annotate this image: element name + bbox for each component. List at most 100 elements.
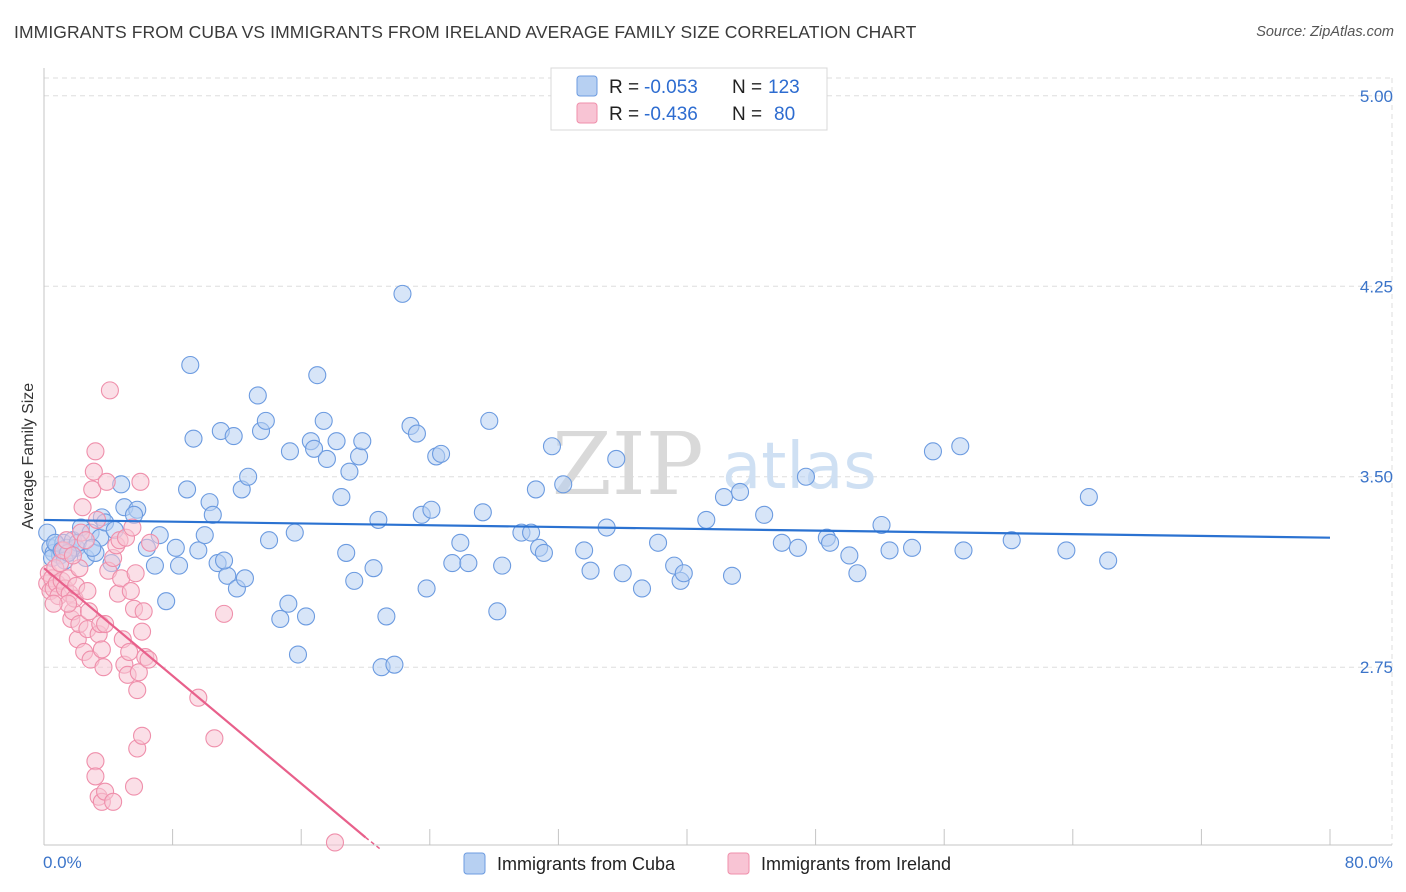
ireland-point (73, 498, 92, 517)
cuba-point (632, 579, 652, 598)
cuba-point (259, 531, 279, 550)
cuba-point (788, 538, 807, 557)
y-tick-label: 2.75 (1360, 658, 1393, 677)
cuba-point (488, 602, 507, 621)
ireland-point (86, 752, 105, 771)
chart-source: Source: ZipAtlas.com (1256, 24, 1394, 40)
cuba-point (308, 366, 327, 385)
cuba-point (534, 543, 553, 562)
ireland-point (78, 581, 97, 601)
cuba-point (305, 439, 324, 458)
ireland-point (123, 518, 142, 537)
ireland-point (97, 472, 116, 491)
ireland-trend-extension (365, 836, 383, 851)
ireland-point (129, 663, 148, 682)
watermark: ZIP atlas (552, 415, 877, 515)
cuba-point (145, 556, 164, 575)
ireland-trend-line (43, 567, 367, 839)
cuba-point (327, 432, 346, 451)
cuba-point (755, 505, 774, 524)
y-axis-label: Average Family Size (20, 383, 37, 530)
cuba-point (902, 538, 922, 557)
cuba-point (840, 546, 859, 565)
cuba-point (296, 607, 316, 626)
cuba-point (923, 442, 942, 461)
cuba-point (288, 645, 308, 664)
cuba-point (1079, 488, 1098, 507)
cuba-point (821, 533, 840, 552)
cuba-point (279, 594, 298, 613)
ireland-point (104, 792, 123, 811)
bottom-legend: Immigrants from Cuba Immigrants from Ire… (463, 852, 951, 875)
cuba-point (575, 541, 594, 560)
ireland-point (128, 681, 147, 700)
cuba-point (377, 607, 396, 626)
cuba-point (256, 411, 275, 430)
y-tick-label: 5.00 (1360, 87, 1393, 106)
ireland-point (100, 381, 119, 400)
cuba-point (796, 467, 816, 486)
ireland-point (133, 726, 152, 745)
ireland-point (94, 658, 113, 677)
cuba-point (1057, 541, 1076, 560)
cuba-point (203, 505, 222, 524)
cuba-point (369, 510, 388, 529)
cuba-point (285, 523, 304, 542)
ireland-point (214, 604, 234, 623)
cuba-point (350, 447, 369, 466)
ireland-point (205, 729, 224, 748)
cuba-point (526, 480, 545, 499)
cuba-trend-line (43, 518, 1331, 539)
ireland-point (325, 833, 345, 852)
cuba-point (443, 554, 462, 573)
ireland-point (133, 622, 152, 641)
cuba-point (880, 541, 899, 560)
ireland-point (79, 602, 99, 621)
cuba-point (178, 480, 197, 499)
cuba-point (332, 488, 351, 507)
y-tick-label: 4.25 (1360, 277, 1393, 296)
legend-n-label-cuba: N = (732, 77, 762, 98)
cuba-point (181, 355, 200, 375)
cuba-point (872, 515, 891, 535)
cuba-point (432, 444, 451, 463)
cuba-point (1002, 531, 1021, 550)
cuba-point (451, 533, 470, 552)
legend-swatch-cuba (576, 75, 598, 97)
trend-layer (43, 518, 1331, 851)
grid-layer (44, 77, 1393, 845)
cuba-point (697, 510, 716, 529)
ireland-point (86, 767, 105, 786)
y-tick-labels: 2.75 3.50 4.25 5.00 (1360, 87, 1393, 677)
cuba-point (848, 564, 867, 583)
cuba-point (337, 543, 356, 562)
legend-swatch-ireland (576, 102, 598, 124)
ireland-point (83, 480, 102, 499)
cuba-point (189, 541, 208, 560)
ireland-point (76, 531, 95, 550)
legend-n-label-ireland: N = (732, 104, 762, 125)
ireland-point (96, 614, 115, 634)
ireland-point (126, 564, 145, 583)
legend-r-label-ireland: R = (609, 104, 639, 125)
bottom-legend-label-cuba: Immigrants from Cuba (497, 854, 676, 874)
legend-r-label-cuba: R = (609, 77, 639, 98)
legend-n-value-cuba: 123 (768, 77, 800, 98)
cuba-point (271, 609, 290, 629)
cuba-point (581, 561, 600, 580)
legend-r-value-cuba: -0.053 (644, 77, 698, 98)
bottom-legend-swatch-cuba (463, 852, 486, 875)
cuba-point (184, 429, 203, 448)
cuba-point (674, 564, 693, 583)
ireland-point (141, 533, 160, 552)
cuba-point (166, 538, 185, 557)
y-tick-label: 3.50 (1360, 468, 1393, 487)
cuba-point (473, 503, 492, 522)
ireland-point (120, 642, 139, 662)
cuba-point (1099, 551, 1118, 570)
cuba-point (364, 559, 383, 578)
cuba-point (459, 554, 478, 573)
ireland-point (134, 602, 153, 621)
cuba-point (317, 449, 336, 469)
